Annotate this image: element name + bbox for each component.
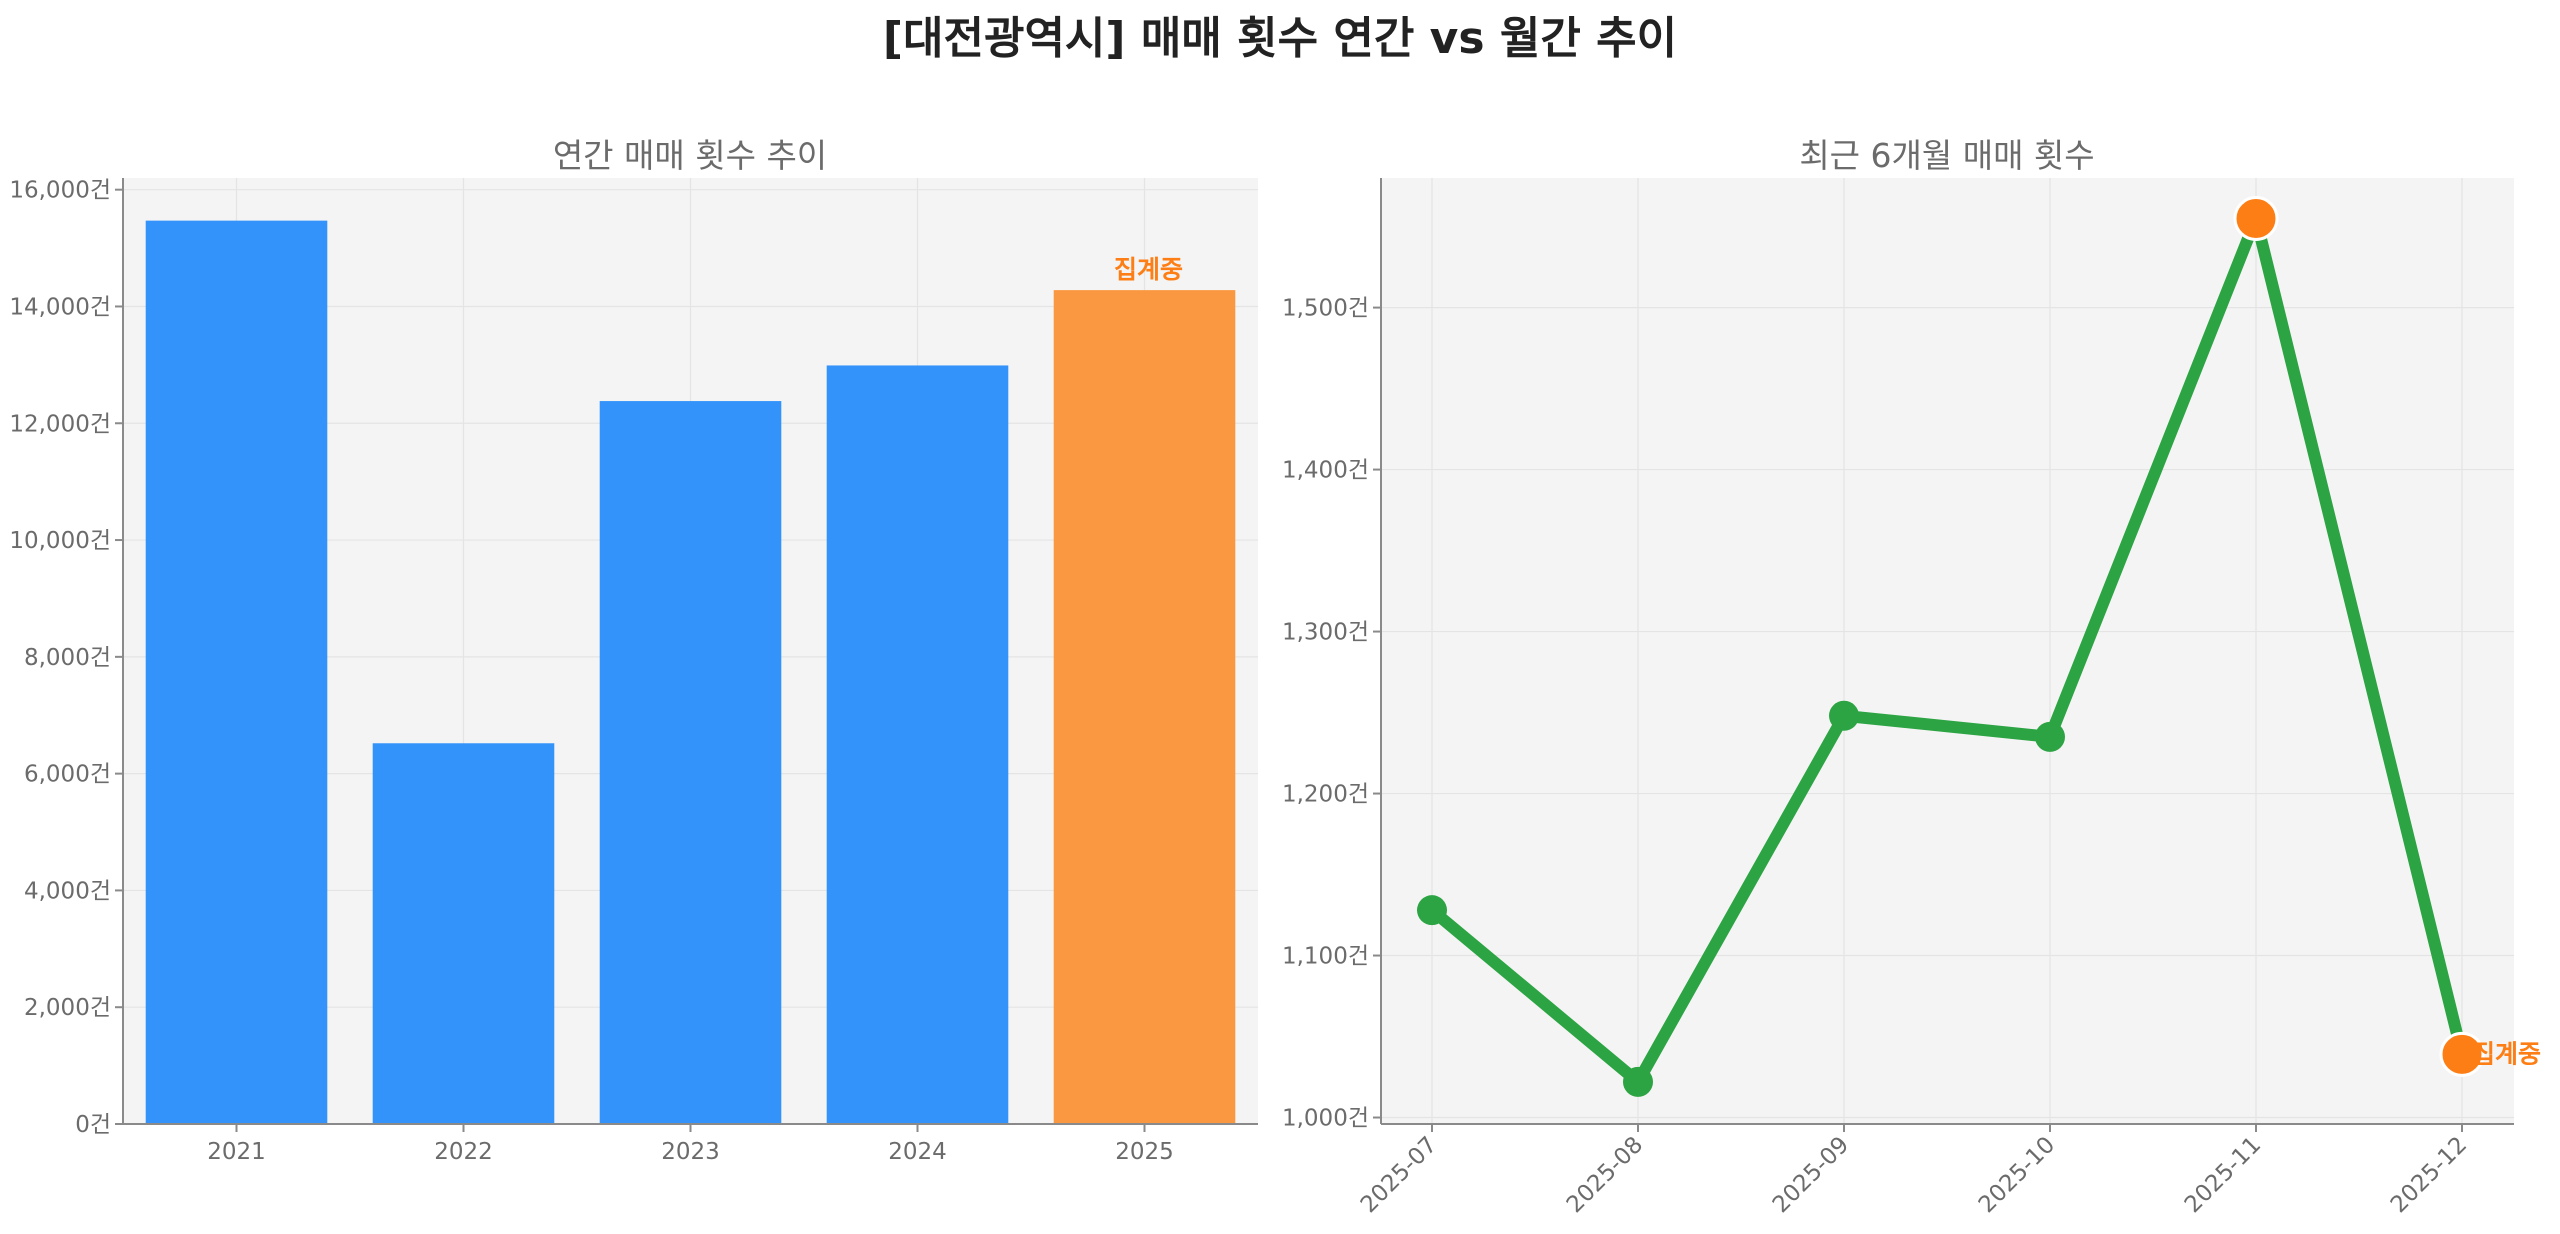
bar-xtick-label: 2021: [207, 1139, 266, 1165]
line-chart-title: 최근 6개월 매매 횟수: [1799, 136, 2094, 175]
line-chart-series: 집계중: [1417, 195, 2541, 1097]
bar-ytick-label: 16,000건: [9, 178, 111, 204]
bar-2023: [599, 401, 782, 1125]
line-point-2025-10: [2035, 721, 2065, 752]
bar-ytick-label: 8,000건: [24, 645, 111, 671]
line-highlight-note: 집계중: [2472, 1039, 2541, 1068]
line-ytick-label: 1,400건: [1282, 458, 1369, 484]
bar-2022: [372, 743, 555, 1124]
line-xtick-label: 2025-07: [1356, 1132, 1442, 1218]
bar-xtick-label: 2022: [434, 1139, 493, 1165]
bar-xtick-label: 2024: [888, 1139, 947, 1165]
bar-2025: [1053, 290, 1236, 1124]
bar-highlight-note: 집계중: [1114, 255, 1183, 284]
line-series: [1426, 212, 2468, 1088]
bar-chart-axes: 0건 2,000건 4,000건 6,000건 8,000건 10,000건 12,000건…: [9, 178, 1258, 1165]
line-point-2025-08: [1623, 1066, 1653, 1097]
bar-xtick-label: 2025: [1115, 1139, 1174, 1165]
line-ytick-label: 1,100건: [1282, 944, 1369, 970]
bar-ytick-label: 12,000건: [9, 411, 111, 437]
bar-ytick-label: 14,000건: [9, 294, 111, 320]
bar-ytick-label: 0건: [75, 1112, 111, 1138]
bar-ytick-label: 2,000건: [24, 995, 111, 1021]
bar-xtick-label: 2023: [661, 1139, 720, 1165]
line-point-2025-07: [1417, 895, 1447, 926]
line-point-2025-09: [1829, 700, 1859, 731]
line-chart-plot-area: [1381, 178, 2514, 1124]
bar-ytick-label: 10,000건: [9, 528, 111, 554]
line-xtick-label: 2025-11: [2180, 1132, 2266, 1218]
bar-ytick-label: 4,000건: [24, 878, 111, 904]
line-ytick-label: 1,200건: [1282, 782, 1369, 808]
bar-ytick-label: 6,000건: [24, 762, 111, 788]
bar-2021: [145, 220, 328, 1124]
line-ytick-label: 1,300건: [1282, 620, 1369, 646]
line-xtick-label: 2025-08: [1562, 1132, 1648, 1218]
bar-chart-title: 연간 매매 횟수 추이: [553, 136, 827, 175]
line-point-2025-11: [2233, 195, 2279, 241]
line-chart-panel: 집계중 1,000건 1,100건 1,200건 1,300건 1,400건 1,500건…: [1282, 136, 2541, 1218]
line-ytick-label: 1,000건: [1282, 1106, 1369, 1132]
line-ytick-label: 1,500건: [1282, 296, 1369, 322]
line-xtick-label: 2025-10: [1974, 1132, 2060, 1218]
line-point-2025-12: [2439, 1031, 2485, 1077]
line-xtick-label: 2025-12: [2386, 1132, 2472, 1218]
bar-chart-panel: 집계중 0건 2,000건 4,000건 6,000건 8,000건 10,000건 12,…: [9, 136, 1258, 1165]
bar-2024: [826, 365, 1009, 1125]
figure-title: [대전광역시] 매매 횟수 연간 vs 월간 추이: [882, 13, 1678, 64]
line-chart-grid: [1381, 178, 2514, 1124]
line-xtick-label: 2025-09: [1768, 1132, 1854, 1218]
bar-chart-bars: 집계중: [145, 220, 1236, 1125]
